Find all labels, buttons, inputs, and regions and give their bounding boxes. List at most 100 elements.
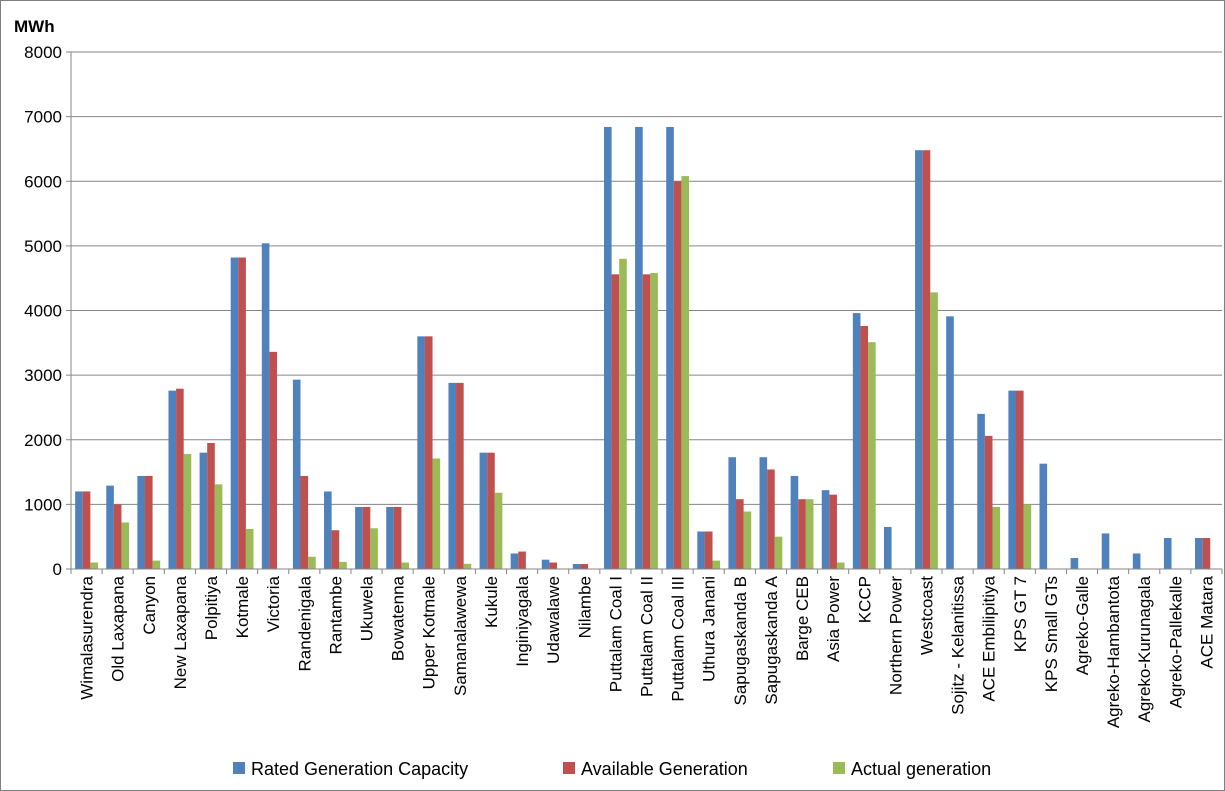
- bar: [1195, 537, 1203, 569]
- x-tick-label: Old Laxapana: [109, 575, 128, 681]
- bar: [977, 413, 985, 569]
- bar: [90, 562, 98, 569]
- x-tick-label: Uthura Janani: [700, 576, 719, 682]
- bar: [1101, 533, 1110, 569]
- bar: [984, 435, 993, 569]
- y-tick-label: 3000: [24, 366, 62, 385]
- bar: [417, 336, 425, 569]
- legend-swatch: [563, 762, 575, 774]
- bar: [619, 258, 627, 569]
- x-tick-label: Upper Kotmale: [420, 576, 439, 689]
- bar: [432, 458, 441, 569]
- bar: [549, 562, 557, 569]
- bar: [650, 273, 658, 569]
- x-tick-label: Agreko-Hambantota: [1104, 575, 1123, 728]
- bar: [424, 336, 433, 569]
- bar: [852, 313, 861, 569]
- bar: [580, 564, 589, 569]
- y-tick-label: 2000: [24, 431, 62, 450]
- bar: [860, 326, 869, 569]
- legend-label: Available Generation: [581, 759, 748, 779]
- bar: [1202, 537, 1211, 569]
- bar: [767, 469, 775, 569]
- bar: [75, 491, 83, 569]
- x-tick-labels: Wimalasurendra Old Laxapana Canyon New Laxa…: [70, 569, 1223, 728]
- bar: [681, 176, 690, 569]
- x-tick-label: Agreko-Galle: [1073, 576, 1092, 675]
- bar: [642, 274, 651, 569]
- bar: [168, 390, 177, 569]
- legend-swatch: [833, 762, 845, 774]
- bar: [401, 562, 410, 569]
- bar: [805, 499, 814, 569]
- bar: [82, 491, 91, 569]
- bar: [603, 126, 612, 569]
- y-tick-label: 5000: [24, 237, 62, 256]
- legend: Rated Generation Capacity Available Gener…: [233, 759, 991, 779]
- bar: [666, 126, 674, 569]
- bar: [790, 475, 799, 569]
- bar: [736, 499, 744, 569]
- x-tick-label: KPS GT 7: [1011, 576, 1030, 652]
- x-tick-label: Polpitiya: [202, 575, 221, 640]
- bar: [479, 452, 488, 569]
- legend-item: Available Generation: [563, 759, 748, 779]
- bar: [448, 382, 457, 569]
- x-tick-label: Agreko-Kurunagala: [1135, 575, 1154, 722]
- x-tick-label: Puttalam Coal III: [669, 576, 688, 702]
- x-tick-label: Wimalasurendra: [78, 575, 97, 699]
- bar: [1015, 390, 1024, 569]
- bar: [245, 528, 254, 569]
- bar: [510, 553, 519, 569]
- bar: [199, 452, 208, 569]
- bar: [1070, 558, 1079, 569]
- bar: [456, 382, 464, 569]
- x-tick-label: Puttalam Coal II: [638, 576, 657, 697]
- bar: [930, 292, 938, 569]
- x-tick-label: Barge CEB: [793, 576, 812, 661]
- bar: [152, 560, 161, 569]
- bar: [137, 475, 145, 569]
- bar: [1008, 390, 1016, 569]
- x-tick-label: ACE Embilipitiya: [980, 575, 999, 701]
- y-tick-label: 4000: [24, 302, 62, 321]
- y-tick-label: 1000: [24, 495, 62, 514]
- bar: [494, 492, 503, 569]
- bar: [386, 506, 394, 569]
- legend-swatch: [233, 762, 245, 774]
- bar: [324, 491, 332, 569]
- x-tick-label: Westcoast: [917, 576, 936, 655]
- x-tick-label: Randenigala: [295, 575, 314, 671]
- bar: [922, 150, 931, 570]
- bar: [331, 530, 340, 569]
- bar: [712, 560, 721, 569]
- bar: [774, 536, 783, 569]
- x-tick-label: Puttalam Coal I: [606, 576, 625, 692]
- bar: [121, 522, 130, 569]
- x-tick-label: Udawalawe: [544, 576, 563, 664]
- bar: [1023, 504, 1032, 569]
- bar: [673, 181, 682, 569]
- bar: [113, 504, 122, 569]
- bar: [518, 551, 526, 569]
- bar: [868, 342, 876, 569]
- bar: [355, 506, 363, 569]
- x-tick-label: Inginiyagala: [513, 575, 532, 666]
- bar: [308, 556, 316, 569]
- x-tick-label: ACE Matara: [1197, 575, 1216, 668]
- x-tick-label: Agreko-Pallekalle: [1166, 576, 1185, 708]
- bar: [339, 561, 347, 569]
- y-tick-labels: 0 1000 2000 3000 4000 5000 6000 7000 8000: [24, 43, 71, 579]
- bar: [238, 257, 246, 569]
- bar: [743, 511, 752, 569]
- bar: [292, 379, 301, 569]
- legend-item: Rated Generation Capacity: [233, 759, 468, 779]
- bar: [611, 274, 620, 569]
- bar: [214, 484, 223, 569]
- bar: [230, 257, 239, 569]
- bar: [300, 475, 309, 569]
- bar: [992, 506, 1001, 569]
- bar: [1132, 553, 1141, 569]
- x-tick-label: Sapugaskanda B: [731, 576, 750, 706]
- bar: [183, 453, 192, 569]
